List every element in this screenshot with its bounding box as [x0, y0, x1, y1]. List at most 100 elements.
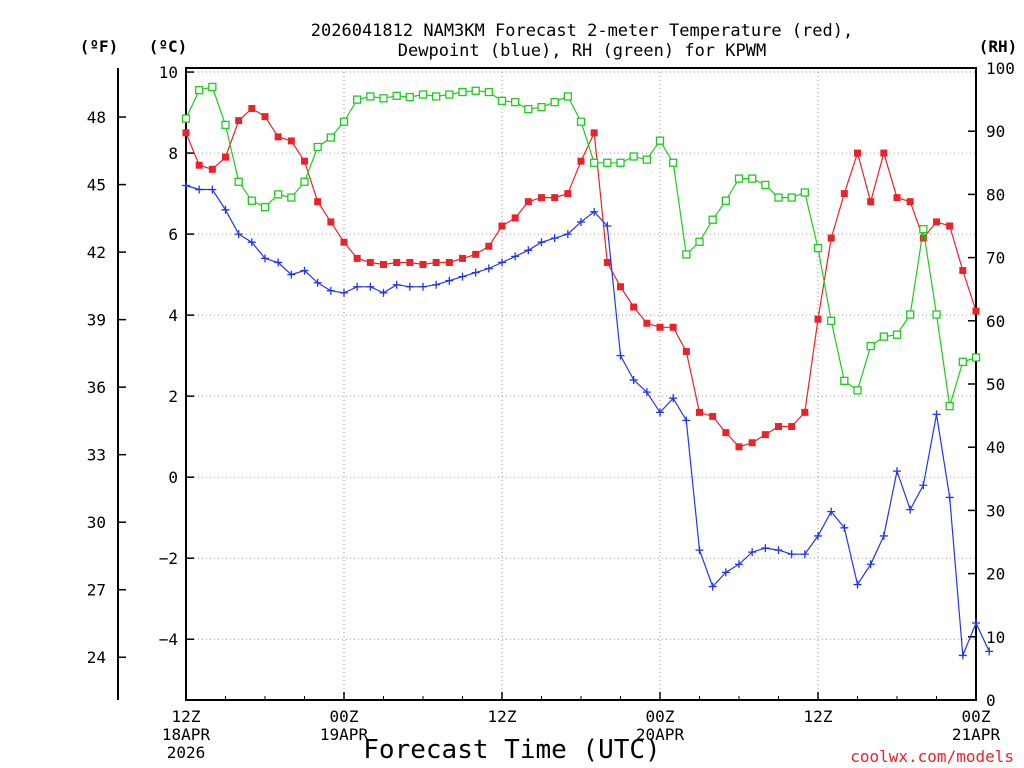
dewpoint-point — [471, 268, 480, 277]
temperature-point — [630, 303, 638, 311]
rh-point — [537, 103, 546, 112]
temperature-point — [814, 315, 822, 323]
x-tick-label-date: 18APR — [162, 725, 211, 744]
x-tick-label-time: 12Z — [172, 707, 201, 726]
temperature-point — [682, 348, 690, 356]
rh-point — [590, 158, 599, 167]
temperature-point — [840, 190, 848, 198]
rh-point — [458, 87, 467, 97]
temperature-point — [327, 218, 335, 226]
rh-point — [853, 386, 862, 395]
rh-point — [840, 376, 849, 385]
dewpoint-point — [656, 408, 664, 417]
rh-point — [445, 90, 454, 99]
rh-point — [906, 310, 915, 319]
rh-point — [813, 243, 823, 253]
rh-point — [379, 94, 388, 103]
rh-tick-label: 100 — [986, 59, 1015, 78]
rh-point — [655, 136, 665, 145]
fahrenheit-tick-label: 39 — [87, 311, 106, 330]
dewpoint-point — [247, 238, 256, 247]
temperature-point — [867, 198, 875, 206]
rh-point — [353, 95, 362, 104]
dewpoint-point — [616, 351, 625, 360]
dewpoint-point — [221, 205, 230, 214]
dewpoint-point — [787, 550, 796, 559]
rh-point — [432, 92, 441, 101]
rh-point — [576, 117, 586, 126]
rh-point — [761, 180, 770, 190]
dewpoint-point — [669, 394, 678, 403]
rh-point — [774, 193, 783, 202]
x-axis-label: Forecast Time (UTC) — [363, 735, 660, 765]
temperature-point — [748, 439, 756, 447]
temperature-point — [656, 323, 664, 331]
temperature-point — [445, 258, 453, 266]
temperature-point — [301, 157, 308, 165]
temperature-point — [643, 319, 651, 327]
gridlines — [186, 68, 976, 700]
dewpoint-point — [695, 546, 704, 555]
dewpoint-point — [458, 272, 467, 281]
temperature-point — [366, 258, 374, 266]
temperature-point — [485, 242, 493, 250]
temperature-point — [617, 283, 624, 291]
celsius-tick-label: −2 — [159, 549, 178, 568]
temperature-point — [564, 190, 572, 198]
dewpoint-point — [748, 548, 757, 557]
rh-point — [208, 82, 217, 92]
axis-ticks: 1086420−2−448454239363330272410090807060… — [87, 59, 1015, 762]
temperature-point — [393, 258, 401, 266]
rh-point — [695, 237, 704, 246]
temperature-series — [182, 105, 980, 451]
dewpoint-point — [405, 282, 414, 291]
rh-tick-label: 50 — [986, 375, 1005, 394]
rh-point — [260, 202, 270, 212]
fahrenheit-tick-label: 24 — [87, 648, 106, 667]
rh-point — [247, 196, 256, 205]
temperature-point — [669, 323, 677, 331]
dewpoint-point — [340, 288, 348, 297]
rh-point — [313, 142, 322, 152]
rh-point — [181, 114, 191, 123]
dewpoint-point — [866, 560, 875, 569]
rh-point — [405, 92, 414, 102]
celsius-tick-label: 2 — [168, 387, 178, 406]
rh-point — [642, 155, 651, 164]
temperature-point — [472, 250, 480, 258]
dewpoint-point — [432, 280, 441, 289]
dewpoint-point — [893, 467, 901, 476]
x-tick-label-time: 00Z — [646, 707, 675, 726]
fahrenheit-tick-label: 27 — [87, 581, 106, 600]
dewpoint-series — [182, 181, 994, 660]
dewpoint-point — [853, 580, 862, 589]
dewpoint-point — [577, 217, 585, 226]
x-tick-label-time: 00Z — [330, 707, 359, 726]
rh-point — [471, 86, 480, 95]
temperature-point — [406, 258, 414, 266]
dewpoint-point — [629, 375, 638, 384]
celsius-tick-label: 8 — [168, 144, 178, 163]
celsius-tick-label: 6 — [168, 225, 178, 244]
dewpoint-point — [498, 258, 506, 267]
temperature-point — [722, 429, 730, 437]
dewpoint-point — [708, 582, 717, 591]
temperature-point — [287, 137, 295, 145]
rh-point — [392, 91, 401, 100]
rh-point — [721, 196, 730, 205]
temperature-point — [735, 443, 743, 451]
celsius-tick-label: 0 — [168, 468, 178, 487]
rh-tick-label: 80 — [986, 185, 1005, 204]
rh-point — [708, 215, 717, 224]
temperature-point — [603, 258, 611, 266]
rh-point — [734, 174, 744, 183]
temperature-point — [933, 218, 940, 226]
dewpoint-point — [511, 252, 520, 261]
temperature-point — [432, 258, 440, 266]
dewpoint-point — [774, 546, 783, 555]
temperature-point — [893, 194, 901, 202]
temperature-point — [854, 149, 861, 157]
rh-point — [945, 401, 954, 411]
dewpoint-point — [392, 280, 401, 289]
rh-point — [932, 310, 941, 319]
